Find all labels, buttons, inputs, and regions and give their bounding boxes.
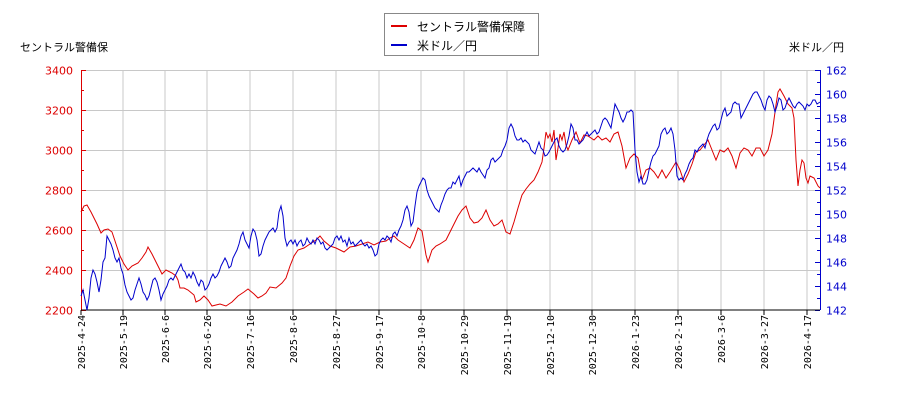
legend-item-central-security: セントラル警備保障	[391, 17, 525, 35]
svg-text:146: 146	[826, 257, 847, 270]
x-axis: 2025-4-24 2025-5-19 2025-6-6 2025-6-26 2025-…	[77, 309, 820, 375]
x-tick-label: 2025-11-19	[503, 315, 514, 375]
svg-text:2200: 2200	[45, 305, 73, 318]
legend-swatch-red	[391, 25, 407, 27]
x-tick-label: 2025-9-17	[375, 315, 386, 369]
svg-text:3400: 3400	[45, 65, 73, 78]
chart-legend: セントラル警備保障 米ドル／円	[384, 13, 539, 56]
svg-text:162: 162	[826, 65, 847, 78]
svg-text:144: 144	[826, 281, 847, 294]
series-line-central-security	[80, 88, 821, 307]
x-tick-label: 2025-10-8	[417, 315, 428, 369]
x-tick-label: 2026-4-17	[803, 315, 814, 369]
x-tick-label: 2025-8-27	[332, 315, 343, 369]
right-y-axis: 142 144 146 148 150 152 154 156 158 160 162	[815, 65, 847, 318]
legend-item-usdjpy: 米ドル／円	[391, 36, 477, 54]
legend-label: 米ドル／円	[417, 38, 478, 53]
left-y-axis: 2200 2400 2600 2800 3000 3200 3400	[45, 65, 86, 318]
x-tick-label: 2026-2-13	[674, 315, 685, 369]
series-line-usdjpy	[80, 91, 821, 311]
svg-text:2600: 2600	[45, 225, 73, 238]
x-tick-label: 2025-6-26	[203, 315, 214, 369]
x-tick-label: 2025-12-10	[546, 315, 557, 375]
grid-lines	[81, 70, 820, 310]
legend-swatch-blue	[391, 44, 407, 46]
svg-text:3000: 3000	[45, 145, 73, 158]
svg-text:160: 160	[826, 89, 847, 102]
svg-text:158: 158	[826, 113, 847, 126]
x-tick-label: 2026-3-27	[760, 315, 771, 369]
x-tick-label: 2026-1-23	[631, 315, 642, 369]
left-axis-title: セントラル警備保	[20, 41, 108, 54]
svg-text:152: 152	[826, 185, 847, 198]
svg-text:148: 148	[826, 233, 847, 246]
right-axis-title: 米ドル／円	[789, 41, 844, 54]
svg-text:142: 142	[826, 305, 847, 318]
x-tick-label: 2026-3-6	[717, 315, 728, 363]
x-tick-label: 2025-10-29	[460, 315, 471, 375]
legend-label: セントラル警備保障	[417, 19, 526, 34]
x-tick-label: 2025-5-19	[119, 315, 130, 369]
svg-text:154: 154	[826, 161, 847, 174]
svg-text:2400: 2400	[45, 265, 73, 278]
x-tick-label: 2025-4-24	[77, 315, 88, 369]
svg-text:2800: 2800	[45, 185, 73, 198]
x-tick-label: 2025-7-16	[246, 315, 257, 369]
svg-text:156: 156	[826, 137, 847, 150]
svg-text:3200: 3200	[45, 105, 73, 118]
svg-text:150: 150	[826, 209, 847, 222]
x-tick-label: 2025-6-6	[161, 315, 172, 363]
x-tick-label: 2025-12-30	[588, 315, 599, 375]
x-tick-label: 2025-8-6	[289, 315, 300, 363]
